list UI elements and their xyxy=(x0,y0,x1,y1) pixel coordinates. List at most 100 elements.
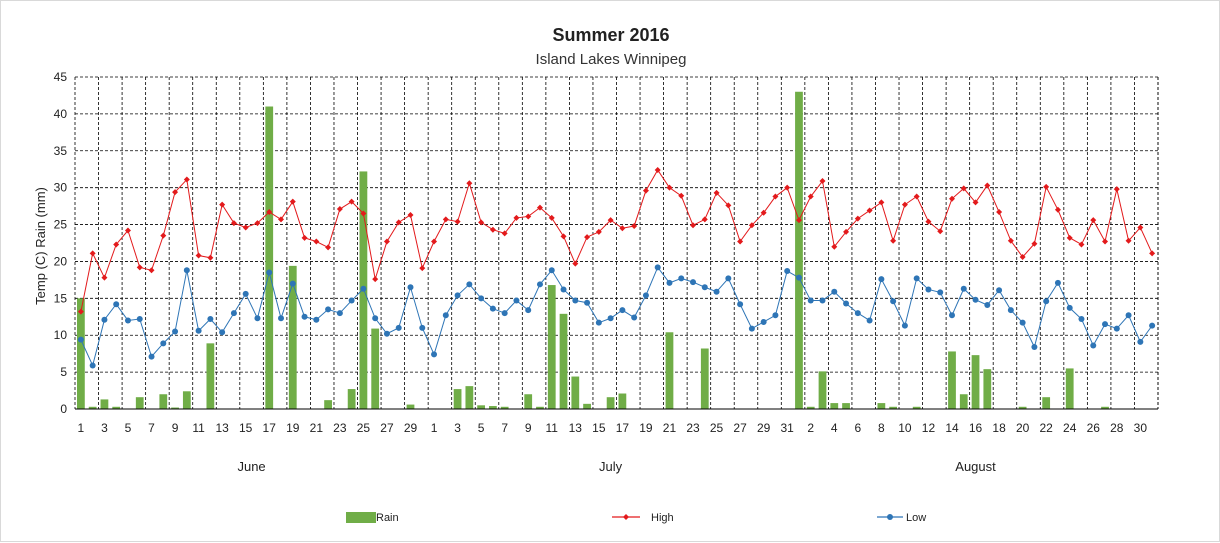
low-point xyxy=(666,279,673,286)
low-point xyxy=(489,305,496,312)
low-point xyxy=(642,292,649,299)
high-point xyxy=(478,219,485,226)
rain-bar xyxy=(524,394,533,409)
high-point xyxy=(548,214,555,221)
x-tick-label: 19 xyxy=(286,421,300,435)
high-point xyxy=(183,176,190,183)
x-tick-label: 5 xyxy=(125,421,132,435)
rain-bar xyxy=(571,376,580,409)
low-point xyxy=(996,287,1003,294)
low-point xyxy=(124,317,131,324)
low-point xyxy=(690,279,697,286)
x-tick-label: 27 xyxy=(733,421,747,435)
rain-bar xyxy=(489,406,497,409)
x-tick-label: 4 xyxy=(831,421,838,435)
high-point xyxy=(466,180,473,187)
high-point xyxy=(148,267,155,274)
high-point xyxy=(278,216,285,223)
low-point xyxy=(795,274,802,281)
high-point xyxy=(631,223,638,230)
rain-bar xyxy=(159,394,168,409)
high-point xyxy=(254,220,261,227)
low-point xyxy=(772,312,779,319)
legend-label-high: High xyxy=(651,512,674,524)
low-point xyxy=(972,296,979,303)
high-point xyxy=(113,241,120,248)
x-tick-label: 21 xyxy=(310,421,324,435)
low-point xyxy=(219,329,226,336)
rain-bar xyxy=(1101,406,1109,409)
low-point xyxy=(254,315,261,322)
high-point xyxy=(819,178,826,185)
low-point xyxy=(466,281,473,288)
low-point xyxy=(960,285,967,292)
low-point xyxy=(183,267,190,274)
y-tick-label: 45 xyxy=(54,70,68,84)
high-point xyxy=(642,187,649,194)
low-point xyxy=(1007,307,1014,314)
y-tick-label: 10 xyxy=(54,328,68,342)
grid-lines xyxy=(74,76,1159,409)
low-point xyxy=(1113,325,1120,332)
low-point xyxy=(737,301,744,308)
x-tick-label: 15 xyxy=(239,421,253,435)
x-tick-label: 14 xyxy=(945,421,959,435)
y-tick-label: 40 xyxy=(54,107,68,121)
low-point xyxy=(478,295,485,302)
high-point xyxy=(654,166,661,173)
high-point xyxy=(160,232,167,239)
rain-bar xyxy=(806,406,815,409)
low-point xyxy=(819,297,826,304)
high-point xyxy=(878,199,885,206)
low-point xyxy=(807,297,814,304)
low-point xyxy=(784,268,791,275)
legend: Rain High Low xyxy=(346,512,926,524)
low-point xyxy=(89,362,96,369)
low-point xyxy=(77,336,84,343)
rain-bar xyxy=(265,106,274,409)
x-tick-label: 30 xyxy=(1134,421,1148,435)
low-point xyxy=(1066,304,1073,311)
low-point xyxy=(431,351,438,358)
high-point xyxy=(948,195,955,202)
low-point xyxy=(843,300,850,307)
low-point xyxy=(1031,344,1038,351)
x-tick-label: 29 xyxy=(404,421,418,435)
high-point xyxy=(584,234,591,241)
low-point xyxy=(631,314,638,321)
low-point xyxy=(831,288,838,295)
low-point xyxy=(1125,312,1132,319)
high-point xyxy=(784,184,791,191)
high-point xyxy=(666,184,673,191)
low-point xyxy=(901,322,908,329)
high-point xyxy=(760,209,767,216)
high-point xyxy=(383,238,390,245)
rain-bars xyxy=(77,91,1109,409)
low-point xyxy=(854,310,861,317)
rain-bar xyxy=(948,351,956,409)
low-point xyxy=(1078,315,1085,322)
high-line xyxy=(80,169,1153,312)
x-tick-label: 24 xyxy=(1063,421,1077,435)
rain-bar xyxy=(583,403,591,409)
low-point xyxy=(172,328,179,335)
x-tick-label: 25 xyxy=(357,421,371,435)
rain-bar xyxy=(547,285,556,409)
low-point xyxy=(395,324,402,331)
rain-bar xyxy=(889,406,898,409)
x-tick-label: 23 xyxy=(686,421,700,435)
high-point xyxy=(89,250,96,257)
x-tick-label: 6 xyxy=(854,421,861,435)
x-tick-label: 5 xyxy=(478,421,485,435)
low-point xyxy=(536,281,543,288)
high-point xyxy=(560,233,567,240)
high-point xyxy=(1125,237,1132,244)
low-point xyxy=(890,298,897,305)
high-point xyxy=(1113,186,1120,193)
rain-bar xyxy=(324,400,332,409)
x-tick-label: 8 xyxy=(878,421,885,435)
rain-bar xyxy=(795,91,803,409)
chart-subtitle: Island Lakes Winnipeg xyxy=(536,51,687,68)
high-point xyxy=(219,201,226,208)
